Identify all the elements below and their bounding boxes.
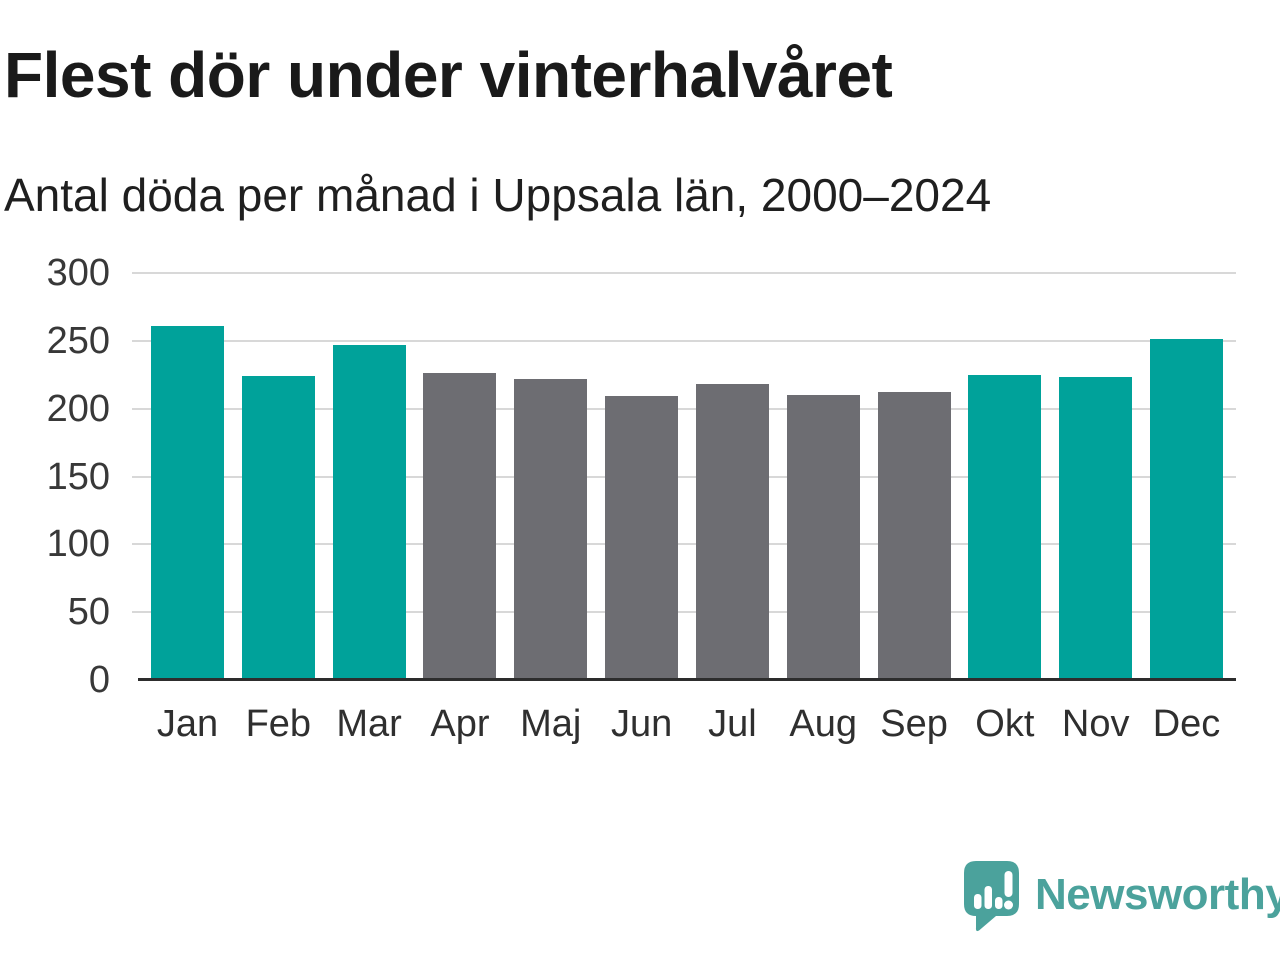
x-tick-label-feb: Feb: [245, 703, 312, 745]
y-tick-label-150: 150: [46, 455, 110, 498]
x-tick-label-jan: Jan: [156, 703, 219, 745]
bar-mar: [332, 344, 406, 680]
x-tick-label-jul: Jul: [708, 703, 757, 745]
gridline-100: [132, 543, 1236, 546]
bar-apr: [423, 373, 497, 680]
gridline-300: [132, 272, 1236, 274]
x-tick-label-maj: Maj: [520, 703, 582, 745]
y-tick-label-100: 100: [46, 523, 110, 566]
newsworthy-logo-text: Newsworthy: [1035, 870, 1280, 919]
x-tick-label-aug: Aug: [789, 703, 858, 745]
gridline-200: [132, 407, 1236, 410]
bar-nov: [1059, 377, 1133, 680]
x-tick-label-sep: Sep: [880, 703, 948, 745]
gridline-150: [132, 475, 1236, 478]
x-tick-label-dec: Dec: [1152, 703, 1221, 745]
bar-okt: [968, 374, 1042, 680]
bar-feb: [241, 376, 315, 680]
chart-title: Flest dör under vinterhalvåret: [4, 39, 893, 111]
newsworthy-logo: Newsworthy: [960, 858, 1280, 932]
x-tick-label-mar: Mar: [336, 703, 402, 745]
y-tick-label-300: 300: [46, 252, 110, 294]
bar-dec: [1150, 339, 1223, 680]
bar-jan: [151, 325, 224, 680]
x-tick-label-nov: Nov: [1061, 703, 1130, 745]
bar-jul: [695, 384, 769, 680]
y-tick-label-50: 50: [67, 591, 110, 634]
y-tick-label-250: 250: [46, 319, 110, 362]
x-axis-line: [138, 678, 1236, 681]
y-tick-label-0: 0: [88, 659, 110, 701]
bar-aug: [786, 395, 860, 680]
chart-subtitle: Antal döda per månad i Uppsala län, 2000…: [4, 169, 992, 221]
bar-chart-speech-bubble-icon: [964, 861, 1019, 932]
bar-jun: [605, 396, 679, 680]
x-tick-label-jun: Jun: [610, 703, 673, 745]
x-tick-label-okt: Okt: [975, 703, 1035, 745]
y-tick-label-200: 200: [46, 387, 110, 430]
bar-maj: [514, 378, 588, 680]
gridline-250: [132, 339, 1236, 342]
gridline-50: [132, 611, 1236, 614]
x-tick-label-apr: Apr: [430, 703, 490, 745]
bar-sep: [877, 392, 951, 680]
